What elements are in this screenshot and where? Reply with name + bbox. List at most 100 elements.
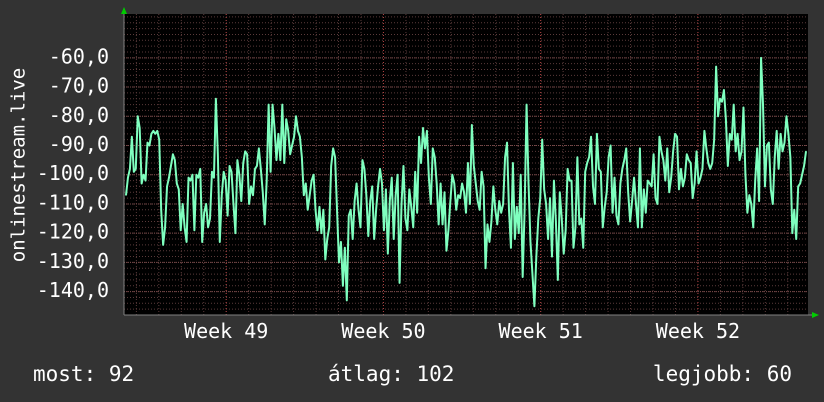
- data-point: [570, 179, 573, 182]
- data-point: [201, 241, 203, 243]
- data-point: [701, 168, 704, 170]
- data-point: [160, 209, 162, 211]
- data-point: [545, 203, 547, 205]
- data-point: [203, 212, 205, 214]
- data-point: [746, 212, 748, 214]
- data-point: [342, 285, 344, 287]
- data-point: [301, 156, 303, 158]
- data-point: [371, 185, 373, 188]
- data-point: [469, 203, 471, 205]
- data-point: [610, 144, 612, 147]
- data-point: [144, 179, 147, 182]
- data-point: [381, 182, 383, 185]
- data-point: [592, 185, 594, 188]
- data-point: [217, 153, 219, 155]
- data-point: [703, 130, 705, 132]
- data-point: [596, 133, 598, 135]
- y-axis-label: onlinestream.live: [8, 68, 30, 262]
- data-point: [750, 203, 752, 205]
- data-point: [500, 212, 502, 214]
- data-point: [580, 217, 582, 220]
- data-point: [266, 179, 268, 182]
- data-point: [572, 247, 575, 249]
- data-point: [350, 209, 352, 211]
- data-point: [479, 209, 481, 211]
- data-point: [389, 200, 391, 202]
- data-point: [627, 191, 629, 193]
- data-point: [324, 258, 326, 261]
- data-point: [799, 182, 801, 185]
- data-point: [766, 144, 768, 147]
- data-point: [486, 223, 489, 226]
- data-point: [465, 212, 467, 214]
- data-point: [441, 223, 444, 226]
- data-point: [541, 139, 543, 141]
- data-point: [332, 147, 334, 150]
- data-point: [699, 177, 702, 179]
- data-point: [336, 209, 338, 211]
- data-point: [193, 229, 195, 231]
- data-point: [328, 226, 330, 228]
- x-tick-label: Week 52: [656, 319, 740, 343]
- y-tick-label: -130,0: [37, 249, 109, 273]
- data-point: [690, 162, 692, 164]
- data-point: [207, 226, 209, 228]
- data-point: [737, 133, 739, 135]
- data-point: [692, 197, 694, 199]
- data-point: [436, 182, 438, 185]
- data-point: [754, 179, 756, 182]
- data-point: [424, 147, 426, 150]
- data-point: [348, 215, 350, 217]
- data-point: [666, 147, 668, 150]
- data-point: [647, 179, 649, 182]
- data-point: [516, 206, 518, 208]
- data-point: [168, 177, 170, 179]
- x-tick-labels: Week 49 Week 50 Week 51 Week 52: [184, 319, 740, 343]
- data-point: [565, 229, 567, 231]
- data-point: [219, 241, 221, 243]
- data-point: [277, 133, 280, 135]
- data-point: [248, 203, 250, 205]
- data-point: [260, 168, 262, 170]
- data-point: [211, 171, 213, 173]
- data-point: [668, 191, 670, 193]
- data-point: [711, 162, 713, 164]
- data-point: [457, 194, 459, 196]
- data-point: [670, 177, 672, 179]
- data-point: [725, 118, 727, 120]
- data-point: [447, 229, 450, 231]
- data-point: [760, 57, 762, 59]
- data-point: [215, 98, 217, 100]
- data-point: [510, 247, 512, 249]
- data-point: [482, 185, 485, 188]
- data-point: [752, 226, 754, 228]
- data-point: [793, 209, 795, 211]
- x-tick-label: Week 50: [341, 319, 425, 343]
- y-axis-arrow-icon: [121, 7, 127, 14]
- data-point: [590, 136, 592, 138]
- data-point: [525, 103, 528, 106]
- data-point: [707, 162, 709, 164]
- data-point: [615, 215, 618, 217]
- data-point: [660, 150, 663, 152]
- data-point: [611, 212, 614, 214]
- data-point: [586, 162, 588, 164]
- data-point: [574, 226, 577, 228]
- data-point: [135, 168, 137, 170]
- data-point: [242, 162, 244, 164]
- data-point: [662, 159, 664, 161]
- data-point: [227, 215, 229, 217]
- data-point: [187, 177, 190, 179]
- data-point: [162, 244, 164, 246]
- data-point: [393, 238, 395, 240]
- data-point: [369, 200, 371, 202]
- data-point: [459, 197, 461, 199]
- data-point: [355, 182, 358, 185]
- data-point: [311, 179, 313, 182]
- data-point: [789, 156, 791, 158]
- data-point: [395, 194, 397, 196]
- data-point: [801, 174, 803, 176]
- data-point: [191, 174, 194, 176]
- data-point: [559, 191, 561, 193]
- data-point: [270, 171, 272, 173]
